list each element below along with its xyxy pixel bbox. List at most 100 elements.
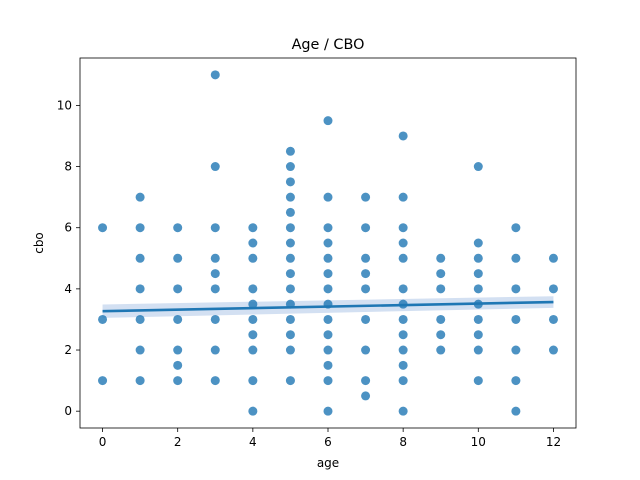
data-point <box>285 269 295 279</box>
data-point <box>511 284 521 294</box>
data-point <box>323 314 333 324</box>
data-point <box>473 314 483 324</box>
data-point <box>473 162 483 172</box>
data-point <box>473 238 483 248</box>
data-point <box>511 223 521 233</box>
y-tick-label: 10 <box>57 98 72 112</box>
data-point <box>323 284 333 294</box>
data-point <box>473 253 483 263</box>
data-point <box>361 345 371 355</box>
data-point <box>173 314 183 324</box>
data-point <box>285 345 295 355</box>
data-point <box>323 330 333 340</box>
data-point <box>210 70 220 80</box>
y-tick-label: 0 <box>64 404 72 418</box>
data-point <box>285 314 295 324</box>
x-tick-label: 12 <box>546 435 561 449</box>
data-point <box>285 238 295 248</box>
data-point <box>323 223 333 233</box>
y-tick-label: 2 <box>64 343 72 357</box>
data-point <box>285 207 295 217</box>
data-point <box>548 253 558 263</box>
data-point <box>398 223 408 233</box>
data-point <box>248 376 258 386</box>
data-point <box>398 284 408 294</box>
data-point <box>135 192 145 202</box>
data-point <box>436 269 446 279</box>
data-point <box>173 345 183 355</box>
data-point <box>323 406 333 416</box>
regression-line-layer <box>102 300 554 313</box>
data-point <box>135 223 145 233</box>
data-point <box>511 406 521 416</box>
points-layer <box>98 70 558 416</box>
data-point <box>511 314 521 324</box>
data-point <box>135 376 145 386</box>
data-point <box>285 330 295 340</box>
data-point <box>398 314 408 324</box>
data-point <box>248 314 258 324</box>
data-point <box>173 360 183 370</box>
data-point <box>398 345 408 355</box>
data-point <box>135 314 145 324</box>
y-axis: 0 2 4 6 8 10 <box>57 98 80 418</box>
data-point <box>323 238 333 248</box>
data-point <box>473 284 483 294</box>
data-point <box>473 345 483 355</box>
data-point <box>511 345 521 355</box>
x-tick-label: 2 <box>174 435 182 449</box>
data-point <box>361 314 371 324</box>
data-point <box>285 253 295 263</box>
data-point <box>436 330 446 340</box>
x-tick-label: 6 <box>324 435 332 449</box>
y-tick-label: 6 <box>64 221 72 235</box>
data-point <box>436 253 446 263</box>
regression-line <box>102 300 554 313</box>
data-point <box>548 284 558 294</box>
data-point <box>98 223 108 233</box>
data-point <box>173 223 183 233</box>
data-point <box>210 314 220 324</box>
data-point <box>173 284 183 294</box>
data-point <box>210 376 220 386</box>
data-point <box>511 253 521 263</box>
data-point <box>361 376 371 386</box>
data-point <box>323 192 333 202</box>
data-point <box>548 345 558 355</box>
data-point <box>173 253 183 263</box>
data-point <box>135 253 145 263</box>
chart-title: Age / CBO <box>292 37 365 53</box>
data-point <box>285 162 295 172</box>
data-point <box>361 284 371 294</box>
data-point <box>398 192 408 202</box>
data-point <box>248 238 258 248</box>
data-point <box>285 177 295 187</box>
data-point <box>285 223 295 233</box>
data-point <box>135 284 145 294</box>
data-point <box>436 345 446 355</box>
data-point <box>248 299 258 309</box>
y-axis-label: cbo <box>32 232 46 254</box>
data-point <box>361 391 371 401</box>
data-point <box>173 376 183 386</box>
data-point <box>285 192 295 202</box>
data-point <box>548 314 558 324</box>
data-point <box>436 284 446 294</box>
x-tick-label: 4 <box>249 435 257 449</box>
data-point <box>135 345 145 355</box>
data-point <box>323 360 333 370</box>
data-point <box>285 146 295 156</box>
data-point <box>398 376 408 386</box>
data-point <box>248 345 258 355</box>
data-point <box>210 284 220 294</box>
data-point <box>210 223 220 233</box>
data-point <box>210 345 220 355</box>
data-point <box>473 269 483 279</box>
data-point <box>285 376 295 386</box>
data-point <box>323 345 333 355</box>
data-point <box>398 238 408 248</box>
data-point <box>248 253 258 263</box>
data-point <box>473 330 483 340</box>
data-point <box>511 376 521 386</box>
